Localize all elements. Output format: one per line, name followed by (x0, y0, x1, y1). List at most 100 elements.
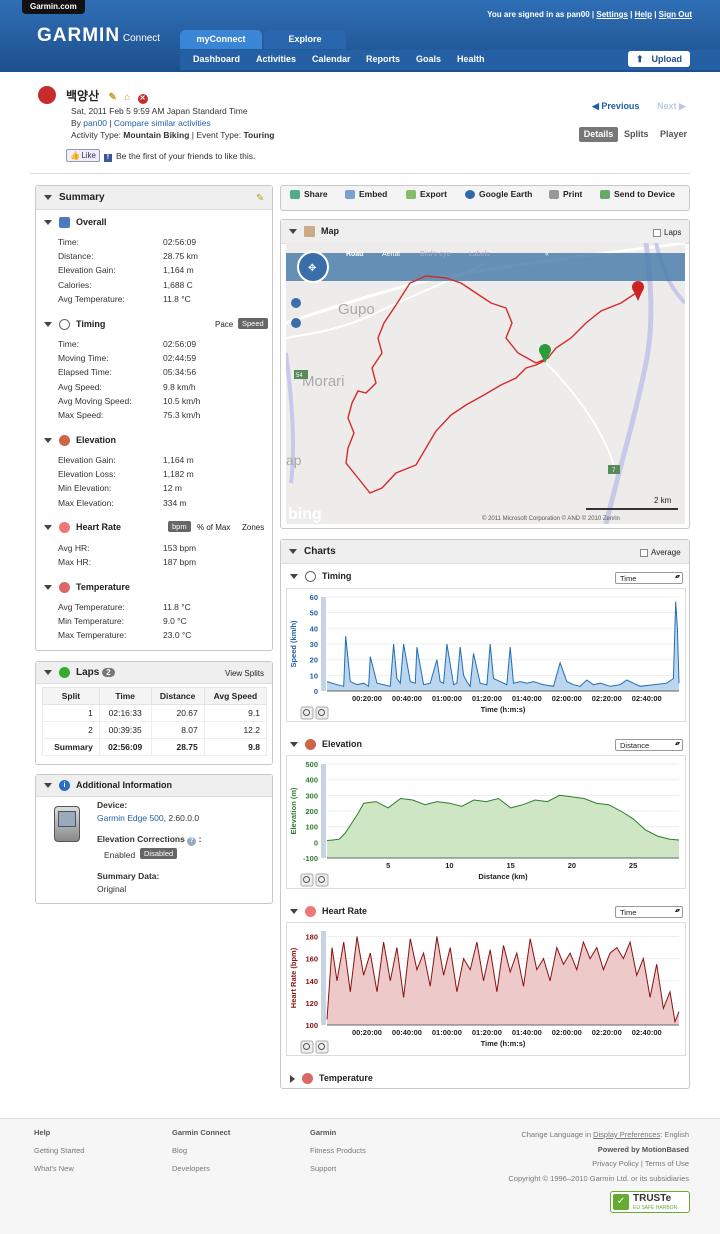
zoom-in-icon[interactable] (315, 873, 329, 887)
next-link[interactable]: Next ▶ (657, 101, 686, 112)
enabled-toggle[interactable]: Enabled (104, 850, 136, 860)
tab-explore[interactable]: Explore (264, 30, 346, 49)
bpm-toggle[interactable]: bpm (168, 521, 191, 532)
heart-rate-chart[interactable]: 180 160 140 120 100 00:20:00 00:40:00 01:00:00 0… (286, 922, 686, 1056)
delete-icon[interactable]: ✕ (137, 94, 148, 104)
footer-whats-new[interactable]: What's New (34, 1164, 74, 1173)
zoom-out-icon[interactable] (300, 873, 314, 887)
zoom-in-icon[interactable] (315, 1040, 329, 1054)
display-preferences-link[interactable]: Display Preferences (593, 1130, 661, 1139)
elevation-section-header[interactable]: Elevation (44, 435, 116, 447)
map-header[interactable]: Map (281, 220, 689, 245)
map-view-labels[interactable]: Labels (469, 251, 490, 258)
send-to-device-button[interactable]: Send to Device (600, 189, 675, 200)
map-view-birds-eye[interactable]: Bird's eye (420, 251, 451, 258)
help-link[interactable]: Help (634, 10, 652, 19)
footer-blog[interactable]: Blog (172, 1146, 188, 1155)
zoom-out-icon[interactable] (300, 1040, 314, 1054)
google-earth-button[interactable]: Google Earth (465, 189, 532, 200)
pct-max-toggle[interactable]: % of Max (197, 523, 231, 532)
heart-rate-section-header[interactable]: Heart Rate (44, 522, 121, 534)
zoom-out-icon[interactable] (291, 318, 301, 328)
next-label: Next (657, 101, 677, 111)
map-collapse-icon[interactable]: « (545, 251, 549, 258)
privacy-link[interactable]: Privacy Policy (592, 1159, 639, 1168)
start-marker-icon[interactable] (539, 344, 551, 363)
nav-health[interactable]: Health (457, 54, 485, 64)
additional-info-header[interactable]: i Additional Information (36, 775, 272, 798)
edit-pencil-icon[interactable]: ✎ (108, 92, 117, 103)
nav-activities[interactable]: Activities (256, 54, 297, 64)
footer-fitness-products[interactable]: Fitness Products (310, 1146, 366, 1155)
like-button[interactable]: 👍 Like (66, 149, 100, 162)
end-marker-icon[interactable] (632, 281, 644, 301)
garmin-com-tab[interactable]: Garmin.com (22, 0, 85, 14)
footer-support[interactable]: Support (310, 1164, 337, 1173)
tab-myconnect[interactable]: myConnect (180, 30, 262, 49)
powered-by[interactable]: Powered by MotionBased (597, 1144, 689, 1154)
garmin-connect-logo[interactable]: GARMIN Connect (37, 25, 160, 47)
compare-link[interactable]: Compare similar activities (113, 118, 211, 128)
nav-calendar[interactable]: Calendar (312, 54, 351, 64)
laps-checkbox[interactable]: Laps (653, 228, 681, 237)
zoom-in-icon[interactable] (315, 706, 329, 720)
timing-section-header[interactable]: Timing (44, 319, 105, 331)
charts-header[interactable]: Charts (281, 540, 689, 564)
tab-details[interactable]: Details (579, 127, 618, 142)
heart-rate-x-select[interactable]: Time (615, 906, 683, 918)
export-button[interactable]: Export (406, 189, 447, 200)
temperature-section-header[interactable]: Temperature (44, 582, 130, 594)
help-icon[interactable]: ? (187, 837, 197, 846)
zoom-out-icon[interactable] (300, 706, 314, 720)
embed-button[interactable]: Embed (345, 189, 387, 200)
route-map[interactable]: Road Aerial Bird's eye Labels « ✥ Gupo M… (286, 243, 685, 524)
truste-badge[interactable]: ✓ TRUSTe EU SAFE HARBOR (610, 1191, 690, 1213)
speed-toggle[interactable]: Speed (238, 318, 268, 329)
summary-edit-icon[interactable]: ✎ (256, 193, 265, 204)
col-avg-speed[interactable]: Avg Speed (203, 687, 268, 705)
average-checkbox[interactable]: Average (640, 548, 681, 557)
footer-developers[interactable]: Developers (172, 1164, 210, 1173)
user-link[interactable]: pan00 (83, 118, 107, 128)
elevation-chart-header[interactable]: Elevation (290, 739, 362, 751)
map-pan-control[interactable] (297, 251, 329, 283)
footer-getting-started[interactable]: Getting Started (34, 1146, 85, 1155)
print-button[interactable]: Print (549, 189, 582, 200)
zones-toggle[interactable]: Zones (242, 523, 265, 532)
heart-rate-chart-header[interactable]: Heart Rate (290, 906, 367, 918)
laps-header[interactable]: Laps 2 (36, 662, 272, 685)
elevation-x-select[interactable]: Distance (615, 739, 683, 751)
temperature-chart-header[interactable]: Temperature (290, 1073, 373, 1085)
device-link[interactable]: Garmin Edge 500 (97, 813, 164, 823)
col-split[interactable]: Split (42, 687, 100, 705)
map-view-road[interactable]: Road (346, 251, 364, 258)
summary-header[interactable]: Summary (36, 186, 272, 210)
col-distance[interactable]: Distance (150, 687, 205, 705)
overall-section-header[interactable]: Overall (44, 217, 107, 229)
disabled-toggle[interactable]: Disabled (140, 848, 178, 859)
sign-out-link[interactable]: Sign Out (658, 10, 692, 19)
pace-toggle[interactable]: Pace (215, 320, 234, 329)
view-splits-link[interactable]: View Splits (225, 669, 264, 678)
map-view-aerial[interactable]: Aerial (382, 251, 400, 258)
settings-link[interactable]: Settings (596, 10, 628, 19)
tab-player[interactable]: Player (660, 129, 688, 139)
timing-x-select[interactable]: Time (615, 572, 683, 584)
table-row[interactable]: 1 02:16:33 20.67 9.1 (42, 704, 268, 722)
nav-reports[interactable]: Reports (366, 54, 401, 64)
table-row[interactable]: 2 00:39:35 8.07 12.2 (42, 721, 268, 739)
lock-icon[interactable]: ⌂ (124, 92, 131, 103)
upload-button[interactable]: ⬆ Upload (628, 51, 690, 67)
col-time[interactable]: Time (98, 687, 152, 705)
nav-dashboard[interactable]: Dashboard (193, 54, 241, 64)
speed-chart[interactable]: 60 50 40 30 20 10 0 00:20:00 00:40:00 01:00:00 01:… (286, 588, 686, 722)
timing-chart-header[interactable]: Timing (290, 571, 351, 583)
share-button[interactable]: Share (290, 189, 328, 200)
table-row[interactable]: Summary 02:56:09 28.75 9.8 (42, 738, 268, 756)
previous-link[interactable]: ◀ Previous (592, 101, 639, 112)
terms-link[interactable]: Terms of Use (644, 1159, 689, 1168)
zoom-in-icon[interactable] (291, 298, 301, 308)
elevation-chart[interactable]: 500 400 300 200 100 0 -100 5 10 15 20 25 Distance (k… (286, 755, 686, 889)
tab-splits[interactable]: Splits (624, 129, 649, 139)
nav-goals[interactable]: Goals (416, 54, 442, 64)
